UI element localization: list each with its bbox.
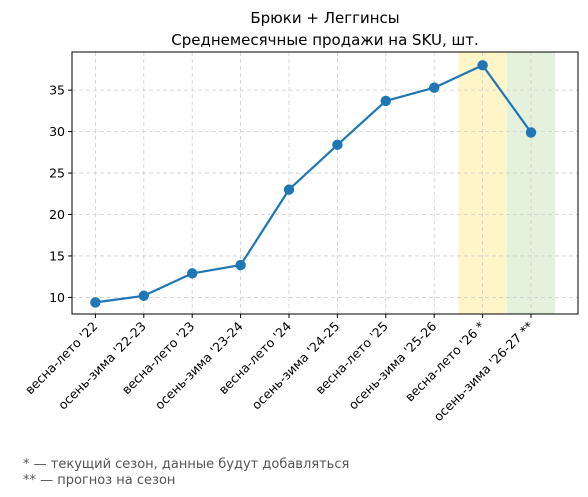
y-tick-label: 30 [49,124,65,139]
x-tick-label: осень-зима '25-26 [345,318,439,412]
y-tick-label: 20 [49,207,65,222]
x-tick-label: осень-зима '22-23 [55,319,149,413]
series-line-layer [90,60,537,308]
highlight-band-0 [458,52,507,314]
data-point-5 [332,139,343,151]
data-point-8 [477,60,488,71]
plot-frame [71,51,579,315]
footnote-forecast: ** — прогноз на сезон [23,473,176,488]
x-tick-label: осень-зима '24-25 [249,319,343,413]
data-point-3 [235,259,246,271]
series-line [95,64,532,304]
data-point-0 [90,297,101,308]
chart-subtitle: Среднемесячные продажи на SKU, шт. [171,31,479,49]
y-tick-label: 35 [49,83,65,98]
data-point-2 [187,268,198,279]
grid [72,52,578,314]
highlight-band-1 [506,52,556,314]
data-point-7 [429,82,440,93]
chart-title: Брюки + Леггинсы [250,9,399,27]
data-point-9 [525,127,537,138]
data-point-6 [380,95,391,107]
data-point-4 [283,184,295,195]
x-tick-label: осень-зима '26-27 ** [431,319,537,425]
y-tick-label: 15 [49,248,65,263]
footnote-current-season: * — текущий сезон, данные будут добавлят… [23,457,350,472]
x-tick-label: осень-зима '23-24 [152,318,246,412]
highlight-bands [458,52,556,314]
y-tick-label: 10 [49,290,65,305]
data-point-1 [138,290,149,301]
y-tick-label: 25 [49,166,65,181]
